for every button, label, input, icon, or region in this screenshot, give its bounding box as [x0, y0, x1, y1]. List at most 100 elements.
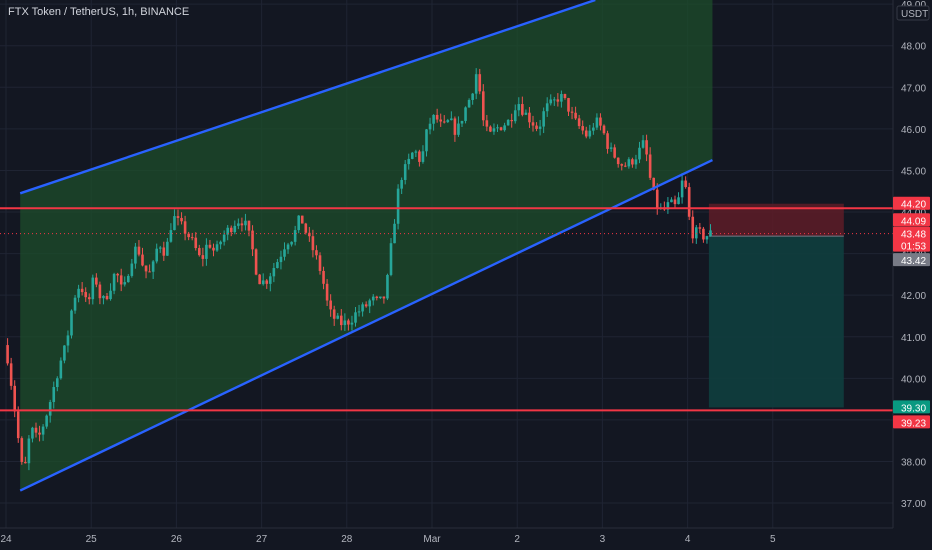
candle [205, 238, 208, 266]
candle-body [602, 125, 606, 134]
candle [673, 195, 677, 209]
candle [631, 157, 634, 168]
candle-body [442, 121, 446, 123]
candle [492, 123, 496, 135]
candle-body [421, 151, 425, 162]
candle-body [322, 270, 325, 284]
candle [584, 126, 588, 139]
candle-body [389, 243, 393, 275]
candle [446, 118, 450, 123]
price-label-text: 43.48 [901, 230, 926, 241]
candle-body [116, 273, 119, 276]
candle-body [158, 247, 162, 249]
candle [63, 345, 66, 364]
candle [343, 313, 347, 331]
candle [169, 223, 173, 243]
candle-body [709, 230, 712, 237]
candle-body [535, 125, 538, 129]
candle-body [549, 99, 553, 104]
candle [73, 294, 77, 314]
candle-body [652, 177, 655, 190]
candle [698, 223, 702, 234]
candle-body [279, 256, 283, 263]
candle [531, 115, 535, 132]
x-tick-label: 25 [86, 534, 98, 545]
candle [357, 304, 361, 317]
x-tick-label: 3 [600, 534, 606, 545]
candle [283, 242, 286, 261]
candle-body [208, 244, 212, 248]
candle-body [524, 112, 528, 115]
candle-body [521, 104, 524, 115]
candle [421, 145, 425, 164]
price-label-box [893, 213, 930, 227]
candle [517, 97, 521, 117]
candle [450, 111, 453, 121]
price-label-text: 01:53 [901, 242, 926, 253]
candle [613, 144, 616, 159]
candle-body [237, 223, 240, 226]
candle [485, 114, 489, 132]
candle [620, 163, 624, 171]
candle-body [698, 227, 702, 229]
price-label-text: 43.42 [901, 256, 926, 267]
candle-body [364, 304, 368, 307]
candle [542, 107, 545, 134]
price-label-box [893, 226, 930, 240]
candle-body [584, 130, 588, 137]
candle [158, 245, 162, 253]
candle-body [556, 99, 560, 102]
candle-body [166, 241, 169, 256]
candle-body [478, 74, 482, 92]
candle [329, 294, 332, 317]
candle [130, 258, 134, 278]
candle [201, 247, 205, 267]
candle-body [695, 227, 698, 239]
candle-body [560, 94, 563, 102]
candle [176, 209, 180, 226]
candle [127, 274, 130, 283]
candle-body [144, 265, 148, 272]
candle [705, 235, 709, 244]
candle-body [368, 300, 371, 307]
candle-body [258, 274, 261, 285]
price-label-box [893, 400, 930, 414]
candle [102, 295, 105, 305]
candle-body [503, 125, 506, 131]
candle [560, 90, 563, 108]
candle-body [354, 312, 357, 323]
candle [222, 230, 226, 246]
candle [119, 268, 123, 292]
candle-body [286, 244, 290, 250]
candle-body [283, 249, 286, 257]
candle-body [428, 123, 432, 130]
candle [190, 232, 194, 241]
candle-body [66, 335, 70, 346]
candle [375, 295, 379, 301]
candle-body [453, 118, 457, 135]
candle-body [400, 179, 403, 189]
candle [290, 241, 293, 247]
candle-body [687, 187, 691, 217]
candle [112, 272, 116, 295]
candle [545, 97, 549, 117]
candle [347, 318, 350, 331]
candle [396, 184, 400, 230]
candle-body [553, 99, 556, 101]
candle [198, 244, 201, 257]
x-tick-label: 28 [341, 534, 353, 545]
candle [592, 122, 595, 135]
candle [677, 192, 680, 205]
price-label-box [893, 415, 930, 429]
candle-body [98, 284, 102, 299]
candle [393, 219, 396, 244]
candle [95, 273, 98, 288]
symbol-title[interactable]: FTX Token / TetherUS, 1h, BINANCE [8, 6, 190, 18]
currency-label: USDT [901, 9, 928, 20]
candle-body [482, 91, 485, 121]
channel-lower-line [19, 158, 713, 492]
candle [27, 435, 31, 471]
candle-body [293, 230, 297, 242]
